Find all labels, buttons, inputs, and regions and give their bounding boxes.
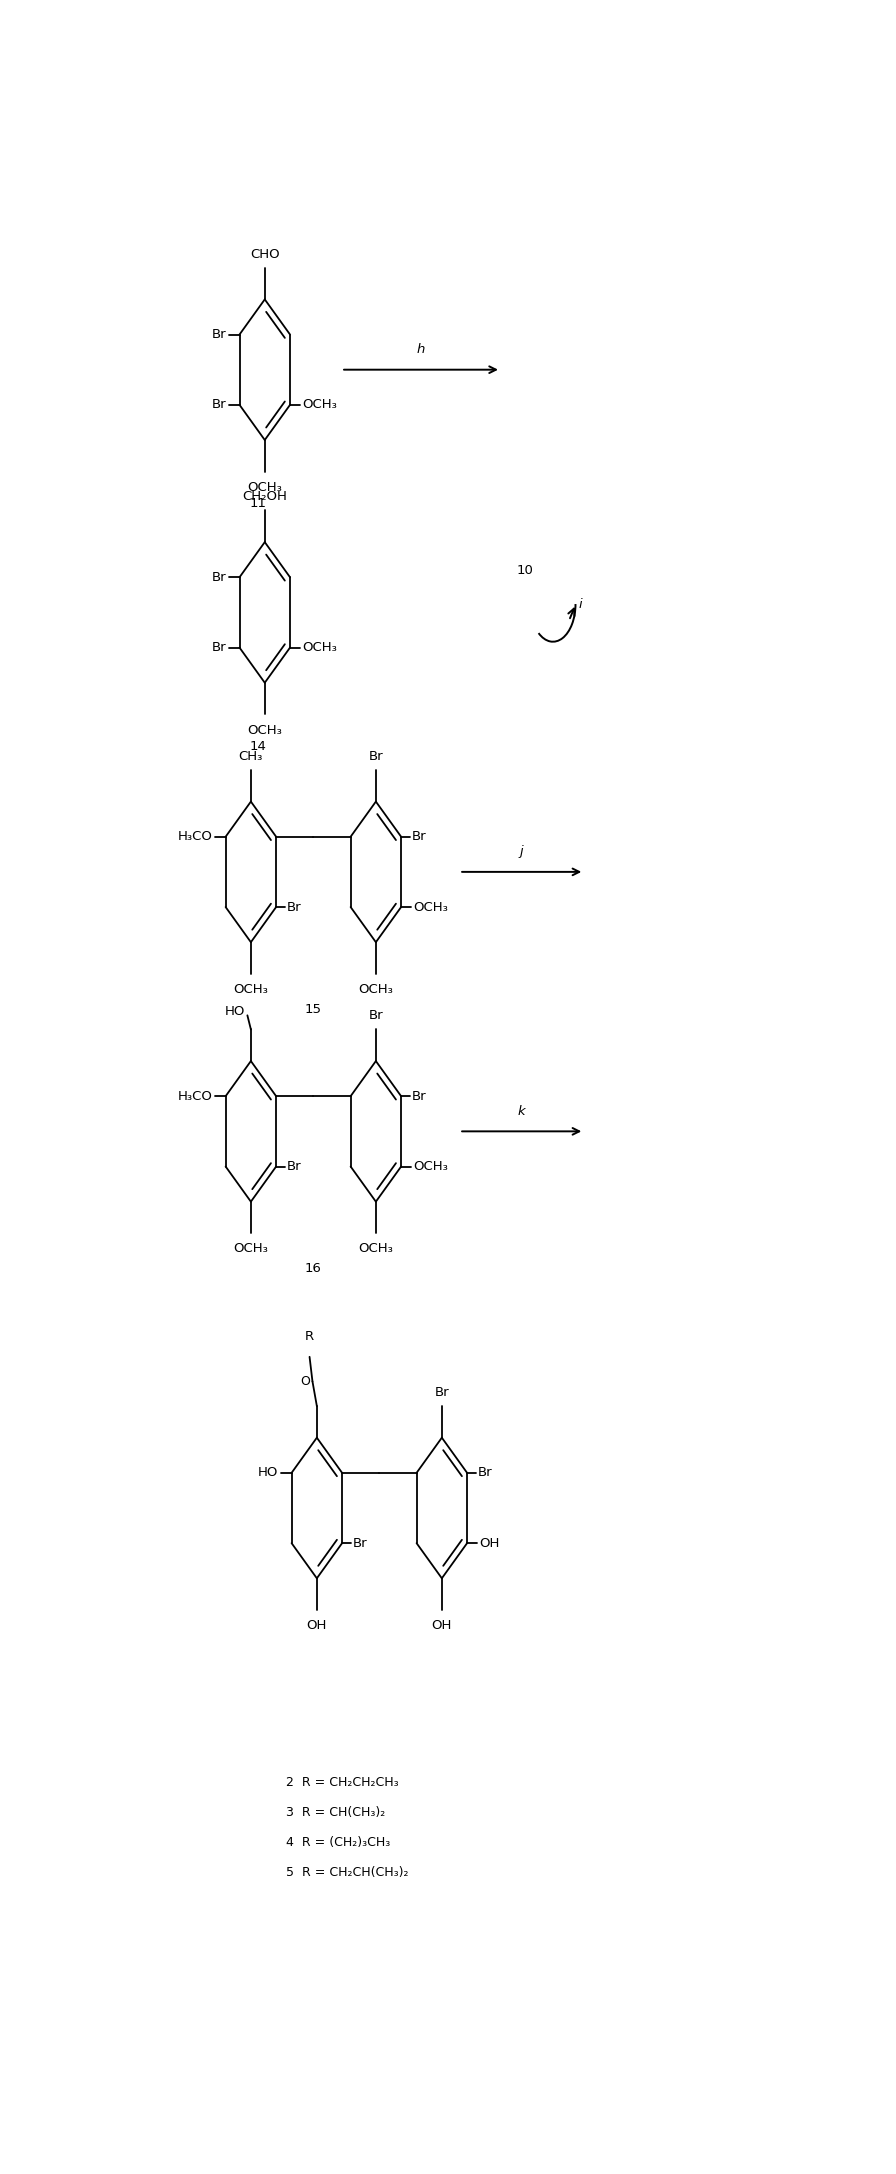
Text: k: k <box>518 1104 526 1117</box>
Text: i: i <box>579 598 582 611</box>
Text: OCH₃: OCH₃ <box>302 398 337 411</box>
Text: Br: Br <box>211 641 227 654</box>
Text: Br: Br <box>368 1009 383 1022</box>
Text: Br: Br <box>478 1465 493 1478</box>
Text: OCH₃: OCH₃ <box>234 983 268 996</box>
Text: 3  R = CH(CH₃)₂: 3 R = CH(CH₃)₂ <box>286 1807 385 1820</box>
Text: Br: Br <box>288 900 302 913</box>
Text: 5  R = CH₂CH(CH₃)₂: 5 R = CH₂CH(CH₃)₂ <box>286 1865 408 1878</box>
Text: OCH₃: OCH₃ <box>358 983 393 996</box>
Text: OCH₃: OCH₃ <box>247 724 282 737</box>
Text: H₃CO: H₃CO <box>177 1089 212 1102</box>
Text: Br: Br <box>353 1537 368 1550</box>
Text: OH: OH <box>479 1537 500 1550</box>
Text: 4  R = (CH₂)₃CH₃: 4 R = (CH₂)₃CH₃ <box>286 1837 390 1850</box>
Text: Br: Br <box>412 1089 426 1102</box>
Text: Br: Br <box>211 328 227 341</box>
Text: OCH₃: OCH₃ <box>302 641 337 654</box>
Text: Br: Br <box>435 1387 449 1400</box>
Text: Br: Br <box>211 572 227 585</box>
Text: OCH₃: OCH₃ <box>247 480 282 493</box>
Text: h: h <box>417 343 426 357</box>
Text: OH: OH <box>306 1620 327 1633</box>
Text: j: j <box>520 846 523 859</box>
Text: OCH₃: OCH₃ <box>413 1161 448 1174</box>
Text: Br: Br <box>211 398 227 411</box>
Text: Br: Br <box>368 750 383 763</box>
Text: Br: Br <box>412 830 426 844</box>
Text: 14: 14 <box>249 739 266 752</box>
Text: HO: HO <box>225 1004 245 1017</box>
Text: OCH₃: OCH₃ <box>358 1241 393 1254</box>
Text: 16: 16 <box>305 1263 322 1276</box>
Text: OH: OH <box>432 1620 452 1633</box>
Text: CH₃: CH₃ <box>238 750 263 763</box>
Text: O: O <box>300 1374 310 1387</box>
Text: 11: 11 <box>249 498 266 511</box>
Text: OCH₃: OCH₃ <box>234 1241 268 1254</box>
Text: 2  R = CH₂CH₂CH₃: 2 R = CH₂CH₂CH₃ <box>286 1776 398 1789</box>
Text: HO: HO <box>258 1465 279 1478</box>
Text: 15: 15 <box>305 1002 322 1015</box>
Text: H₃CO: H₃CO <box>177 830 212 844</box>
Text: R: R <box>305 1330 314 1344</box>
Text: CHO: CHO <box>250 248 280 261</box>
Text: Br: Br <box>288 1161 302 1174</box>
Text: CH₂OH: CH₂OH <box>242 491 288 504</box>
Text: OCH₃: OCH₃ <box>413 900 448 913</box>
Text: 10: 10 <box>517 563 534 576</box>
